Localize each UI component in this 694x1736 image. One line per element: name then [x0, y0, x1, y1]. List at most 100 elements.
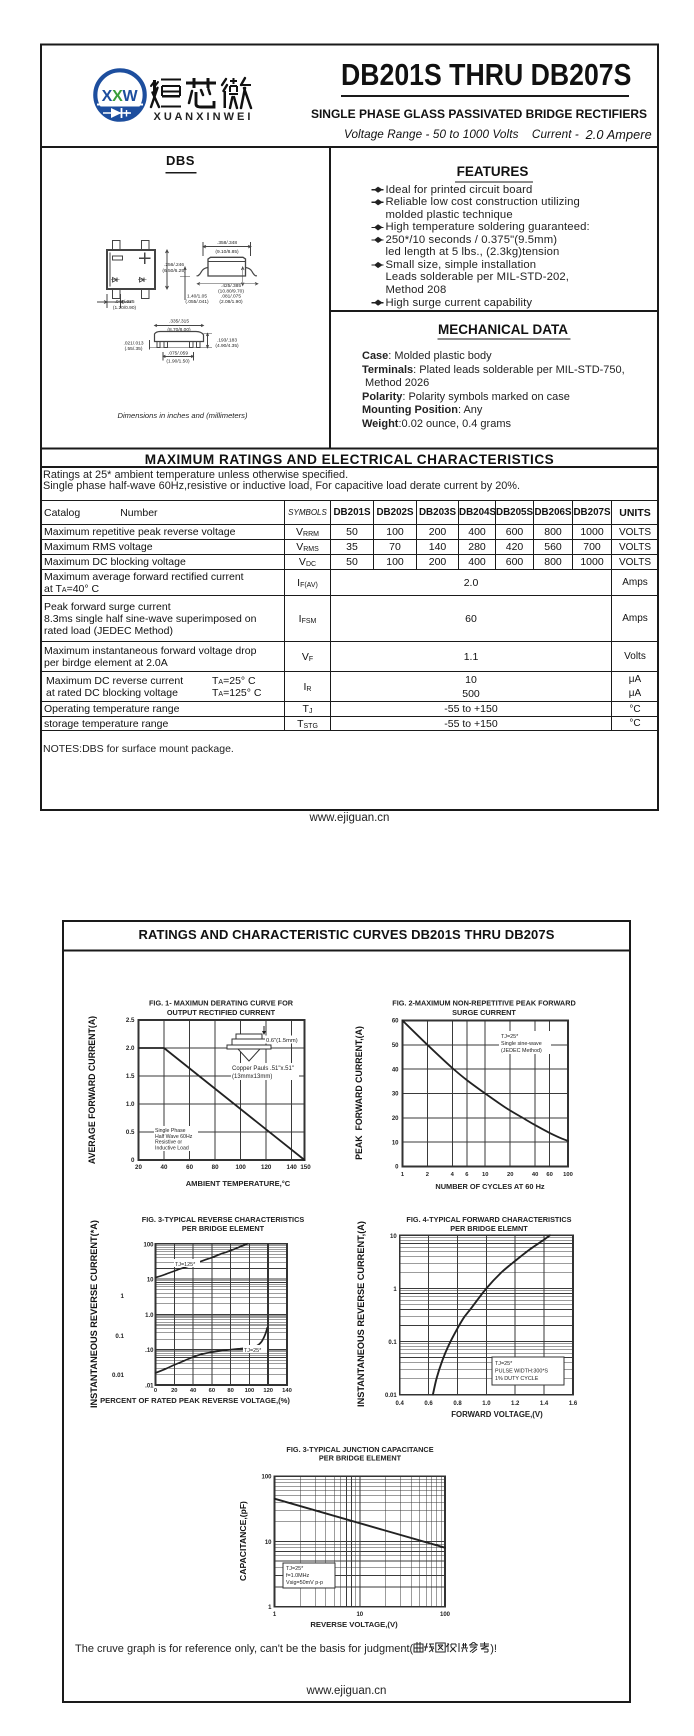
- svg-text:.047/.035: .047/.035: [114, 299, 134, 305]
- svg-text:0.1: 0.1: [388, 1340, 397, 1346]
- svg-text:(9.10/8.85): (9.10/8.85): [215, 249, 239, 255]
- svg-text:FIG. 3-TYPICAL JUNCTION CAPACI: FIG. 3-TYPICAL JUNCTION CAPACITANCE: [286, 1445, 433, 1454]
- svg-text:0: 0: [395, 1165, 399, 1171]
- svg-text:TJ=25*: TJ=25*: [495, 1361, 513, 1367]
- svg-text:1.0: 1.0: [145, 1313, 154, 1319]
- svg-text:NUMBER OF CYCLES AT 60 Hz: NUMBER OF CYCLES AT 60 Hz: [435, 1182, 545, 1191]
- svg-text:50: 50: [392, 1043, 399, 1049]
- svg-text:Copper Pauls .51"x.51": Copper Pauls .51"x.51": [232, 1066, 294, 1072]
- svg-text:1: 1: [121, 1293, 125, 1300]
- svg-text:.358/.348: .358/.348: [217, 240, 237, 246]
- svg-text:Vsig=50mV p-p: Vsig=50mV p-p: [286, 1580, 323, 1586]
- svg-text:10: 10: [265, 1540, 272, 1546]
- svg-text:2.5: 2.5: [126, 1017, 135, 1024]
- svg-text:FIG. 4-TYPICAL FORWARD CHARACT: FIG. 4-TYPICAL FORWARD CHARACTERISTICS: [406, 1215, 571, 1224]
- svg-text:20: 20: [392, 1116, 399, 1122]
- svg-text:.425/.385: .425/.385: [221, 283, 241, 289]
- svg-text:100: 100: [261, 1475, 272, 1481]
- svg-text:(6.50/6.25): (6.50/6.25): [162, 268, 186, 274]
- svg-text:1% DUTY CYCLE: 1% DUTY CYCLE: [495, 1376, 539, 1382]
- svg-text:140: 140: [287, 1164, 298, 1171]
- svg-text:Single Phase: Single Phase: [155, 1128, 186, 1134]
- svg-text:60: 60: [392, 1019, 399, 1025]
- svg-text:0.8: 0.8: [453, 1401, 462, 1407]
- svg-text:40: 40: [190, 1388, 196, 1394]
- svg-text:(4.90/4.35): (4.90/4.35): [215, 343, 239, 349]
- svg-text:FORWARD VOLTAGE,(V): FORWARD VOLTAGE,(V): [451, 1410, 543, 1419]
- svg-text:.10: .10: [145, 1348, 154, 1354]
- svg-text:10: 10: [356, 1612, 363, 1618]
- svg-text:1: 1: [268, 1605, 272, 1611]
- svg-text:Resistive or: Resistive or: [155, 1140, 182, 1146]
- svg-text:TJ=25*: TJ=25*: [286, 1566, 304, 1572]
- svg-text:PER BRIDGE ELEMNT: PER BRIDGE ELEMNT: [450, 1224, 528, 1233]
- svg-text:80: 80: [212, 1164, 219, 1171]
- svg-text:140: 140: [282, 1388, 292, 1394]
- svg-text:X U A N X I N W E I: X U A N X I N W E I: [154, 111, 251, 123]
- svg-text:X: X: [112, 88, 123, 105]
- svg-text:0.4: 0.4: [396, 1401, 405, 1407]
- svg-text:AVERAGE FORWARD CURRENT(A): AVERAGE FORWARD CURRENT(A): [87, 1016, 97, 1164]
- svg-text:1.4: 1.4: [540, 1401, 549, 1407]
- svg-text:10: 10: [390, 1234, 397, 1240]
- svg-text:.075/.059: .075/.059: [168, 350, 188, 356]
- svg-text:1.2: 1.2: [511, 1401, 520, 1407]
- svg-text:REVERSE VOLTAGE,(V): REVERSE VOLTAGE,(V): [310, 1620, 398, 1629]
- svg-text:100: 100: [245, 1388, 255, 1394]
- svg-text:100: 100: [563, 1172, 573, 1178]
- svg-text:0: 0: [154, 1388, 157, 1394]
- svg-text:Inductive Load: Inductive Load: [155, 1145, 189, 1151]
- svg-text:PULSE WIDTH:300*S: PULSE WIDTH:300*S: [495, 1369, 548, 1375]
- svg-text:40: 40: [392, 1067, 399, 1073]
- svg-text:1.5: 1.5: [126, 1073, 135, 1080]
- svg-text:40: 40: [532, 1172, 538, 1178]
- svg-text:10: 10: [482, 1172, 488, 1178]
- svg-text:0.5: 0.5: [126, 1129, 135, 1136]
- svg-text:PER BRIDGE ELEMENT: PER BRIDGE ELEMENT: [319, 1454, 402, 1463]
- svg-text:PEAK FORWARD CURRENT,(A): PEAK FORWARD CURRENT,(A): [354, 1026, 364, 1160]
- svg-text:W: W: [122, 88, 138, 105]
- svg-text:1.40/1.05: 1.40/1.05: [187, 294, 207, 300]
- svg-text:OUTPUT RECTIFIED CURRENT: OUTPUT RECTIFIED CURRENT: [167, 1008, 276, 1017]
- svg-text:0: 0: [131, 1157, 135, 1164]
- svg-text:6: 6: [465, 1172, 469, 1178]
- svg-text:4: 4: [451, 1172, 455, 1178]
- svg-text:.193/.183: .193/.183: [217, 337, 237, 343]
- svg-text:0.6"(1.5mm): 0.6"(1.5mm): [266, 1038, 298, 1044]
- svg-text:100: 100: [440, 1612, 451, 1618]
- svg-text:.01: .01: [145, 1384, 154, 1390]
- svg-text:AMBIENT TEMPERATURE,°C: AMBIENT TEMPERATURE,°C: [186, 1179, 291, 1188]
- svg-text:PER BRIDGE ELEMENT: PER BRIDGE ELEMENT: [182, 1224, 265, 1233]
- svg-text:(10.80/9.70): (10.80/9.70): [218, 288, 244, 294]
- svg-text:60: 60: [186, 1164, 193, 1171]
- svg-text:120: 120: [261, 1164, 272, 1171]
- svg-text:120: 120: [263, 1388, 273, 1394]
- svg-text:f=1.0MHz: f=1.0MHz: [286, 1573, 310, 1579]
- svg-text:FIG. 3-TYPICAL REVERSE CHARACT: FIG. 3-TYPICAL REVERSE CHARACTERISTICS: [142, 1215, 305, 1224]
- svg-text:(.055/.041): (.055/.041): [185, 299, 209, 305]
- svg-text:0.01: 0.01: [385, 1393, 397, 1399]
- svg-text:60: 60: [546, 1172, 552, 1178]
- svg-text:1.0: 1.0: [482, 1401, 491, 1407]
- svg-text:10: 10: [147, 1278, 154, 1284]
- svg-text:30: 30: [392, 1092, 399, 1098]
- svg-text:0.1: 0.1: [115, 1333, 124, 1340]
- svg-text:(1.90/1.50): (1.90/1.50): [166, 359, 190, 365]
- svg-text:(.55/.35): (.55/.35): [125, 346, 143, 352]
- svg-text:Single sine-wave: Single sine-wave: [501, 1041, 542, 1047]
- svg-text:100: 100: [236, 1164, 247, 1171]
- svg-text:1.0: 1.0: [126, 1101, 135, 1108]
- svg-text:10: 10: [392, 1140, 399, 1146]
- svg-text:80: 80: [227, 1388, 233, 1394]
- svg-text:Half Wave 60Hz: Half Wave 60Hz: [155, 1134, 193, 1140]
- svg-text:.081/.075: .081/.075: [221, 294, 241, 300]
- svg-text:20: 20: [171, 1388, 177, 1394]
- svg-text:TJ=25*: TJ=25*: [501, 1034, 519, 1040]
- svg-text:TJ=125*: TJ=125*: [175, 1262, 196, 1268]
- svg-text:40: 40: [161, 1164, 168, 1171]
- svg-text:(1.20/0.90): (1.20/0.90): [113, 305, 137, 311]
- svg-text:1.6: 1.6: [569, 1401, 578, 1407]
- svg-text:0.6: 0.6: [424, 1401, 433, 1407]
- svg-text:INSTANTANEOUS REVERSE CURRENT(: INSTANTANEOUS REVERSE CURRENT(*A): [89, 1220, 99, 1408]
- svg-text:CAPACITANCE,(pF): CAPACITANCE,(pF): [238, 1501, 248, 1581]
